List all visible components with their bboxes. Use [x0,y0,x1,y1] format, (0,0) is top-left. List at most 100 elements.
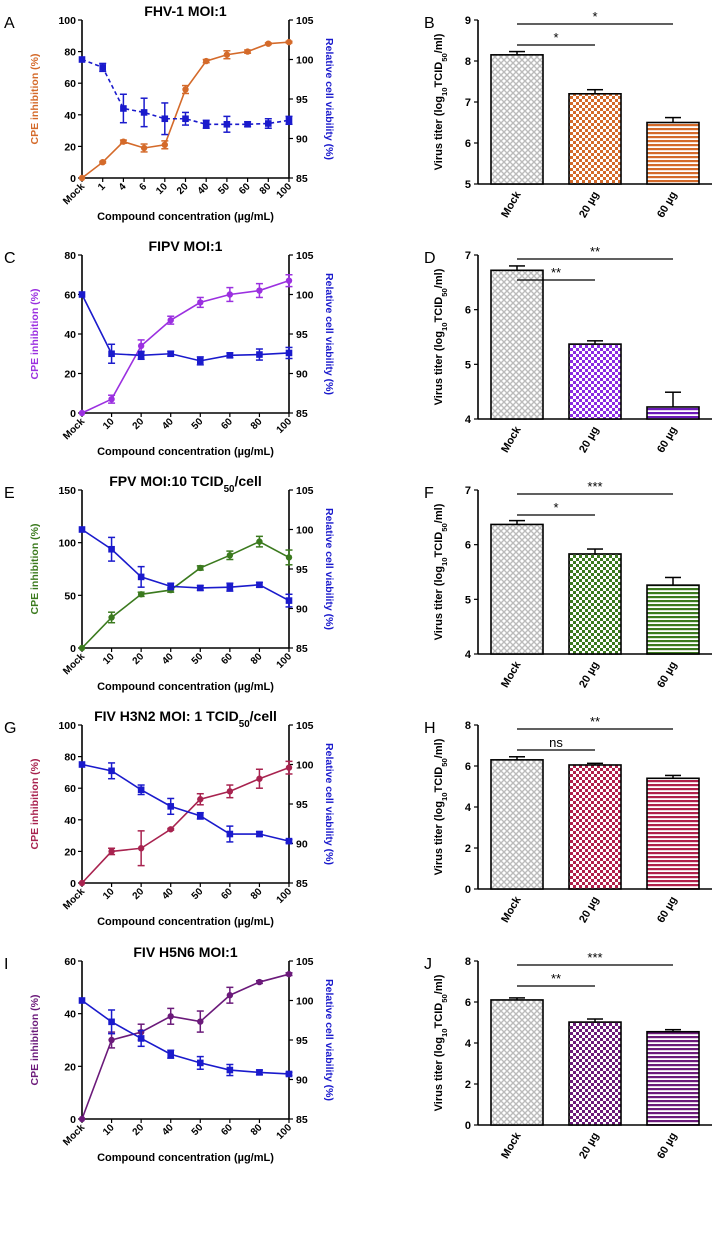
panel-A-viability-point [182,115,189,123]
panel-E-viability-point [196,584,204,592]
panel-I-cpe-point [285,970,293,978]
panel-B-ylabel-part-3: 50 [440,53,449,62]
panel-E-ytick-label-left: 100 [58,538,76,550]
panel-C-ytick-label-right: 85 [296,408,308,420]
panel-B-sig-label: * [592,9,597,24]
panel-H-letter: H [424,720,436,737]
panel-B-ytick-label: 9 [465,15,471,27]
panel-G-xtick-label: 10 [101,886,117,902]
panel-H-ylabel-part-4: /ml) [433,738,445,758]
panel-A-ytick-label-right: 85 [296,173,308,185]
panel-B-bar [568,93,622,185]
panel-J-bar [568,1021,622,1126]
panel-I-ytick-label-left: 60 [64,956,76,968]
panel-E-cpe-point [197,564,204,572]
panel-C-xtick-label: Mock [61,416,87,442]
panel-G-cpe-point [167,826,174,833]
panel-G-ytick-label-left: 80 [64,752,76,764]
panel-J-bar [646,1030,700,1126]
panel-H-ytick-label: 4 [465,802,472,814]
panel-A-xtick-label: 6 [138,181,150,193]
panel-C-cpe-point [137,342,145,350]
panel-H-ylabel-part-2: TCID [433,767,445,793]
panel-B-ylabel-part-0: Virus titer (log [433,96,445,170]
panel-I-xtick-label: 100 [275,1122,295,1142]
panel-A-cpe-point [78,174,86,182]
panel-H-group: H 0 2 4 6 8 Virus titer (log10TCID50/ml) Mock 20… [424,714,712,925]
panel-C-viability-point [137,352,145,359]
panel-E-cpe-point [108,614,115,621]
panel-A-xtick-label: 1 [96,181,108,193]
panel-A-ytick-label-right: 105 [296,15,314,27]
panel-J-ylabel: Virus titer (log10TCID50/ml) [433,974,449,1111]
panel-G-ytick-label-right: 105 [296,720,314,732]
panel-B-ylabel-part-4: /ml) [433,33,445,53]
panel-E-xtick-label: 80 [249,651,265,667]
panel-J-letter: J [424,956,432,973]
panel-D-sig-label: ** [590,244,600,259]
panel-I-xtick-label: 40 [160,1122,176,1138]
panel-I-xtick-label: 20 [131,1122,147,1138]
panel-G-ytick-label-right: 90 [296,839,308,851]
panel-G-title-part-2: /cell [250,708,277,724]
panel-A-cpe-point [182,86,189,93]
panel-G-cpe-line [81,766,290,884]
panel-A-cpe-point [120,138,127,145]
panel-C-cpe-line [81,279,290,414]
panel-C-ytick-label-left: 20 [64,369,76,381]
panel-A-viability-point [265,120,272,127]
panel-I-viability-point [137,1035,145,1042]
panel-D-ytick-label: 4 [465,414,472,426]
panel-I-ytick-label-right: 100 [296,996,314,1008]
panel-A-ytick-label-left: 100 [58,15,76,27]
panel-E-cpe-point [137,591,145,598]
panel-A-ytick-label-left: 40 [64,110,76,122]
panel-B-ytick-label: 8 [465,56,471,68]
panel-I-letter: I [4,956,8,973]
panel-C-ytick-label-right: 100 [296,290,314,302]
panel-I-cpe-point [256,978,263,986]
panel-I-ytick-label-right: 90 [296,1075,308,1087]
panel-B-ytick-label: 7 [465,97,471,109]
panel-G-ylabel-right: Relative cell viability (%) [323,743,335,865]
panel-G-viability-point [226,830,234,838]
panel-G-cpe-point [137,845,145,852]
panel-I-ytick-label-left: 0 [70,1114,76,1126]
panel-A-cpe-point [140,144,148,152]
panel-H-sig-label: ns [549,735,563,750]
panel-A-ytick-label-right: 90 [296,134,308,146]
panel-A-xtick-label: 80 [258,181,274,197]
panel-E-xtick-label: 100 [275,651,295,671]
panel-I-viability-point [226,1066,234,1074]
panel-A-ylabel-right: Relative cell viability (%) [323,38,335,160]
panel-E-title-part-0: FPV MOI:10 TCID [109,473,223,489]
panel-E-viability-point [226,583,234,591]
panel-A-cpe-point [223,51,231,58]
panel-E-viability-point [256,581,263,589]
panel-I-ytick-label-right: 95 [296,1035,308,1047]
panel-C-cpe-point [226,291,234,298]
panel-E-xtick-label: 20 [131,651,147,667]
panel-H-ytick-label: 8 [465,720,471,732]
panel-I-viability-point [196,1059,204,1067]
panel-C-viability-line [81,294,290,362]
panel-G-xtick-label: Mock [61,886,87,912]
panel-B-ytick-label: 5 [465,179,471,191]
panel-C-ytick-label-right: 105 [296,250,314,262]
panel-G-ytick-label-left: 20 [64,846,76,858]
panel-G-cpe-point [285,764,293,771]
panel-G-xtick-label: 40 [160,886,176,902]
panel-B-bar [490,54,544,185]
panel-A-cpe-point [99,159,106,166]
panel-A-viability-point [285,117,293,124]
panel-A-cpe-point [161,141,168,149]
panel-G-viability-point [78,761,86,768]
panel-D-bar [646,406,700,420]
panel-D-xtick-label: 60 µg [655,425,680,456]
panel-G-ytick-label-right: 100 [296,760,314,772]
panel-I-cpe-point [226,992,234,999]
panel-G-title-part-0: FIV H3N2 MOI: 1 TCID [94,708,239,724]
panel-G-xtick-label: 100 [275,886,295,906]
panel-D-ylabel-part-1: 10 [440,322,449,331]
